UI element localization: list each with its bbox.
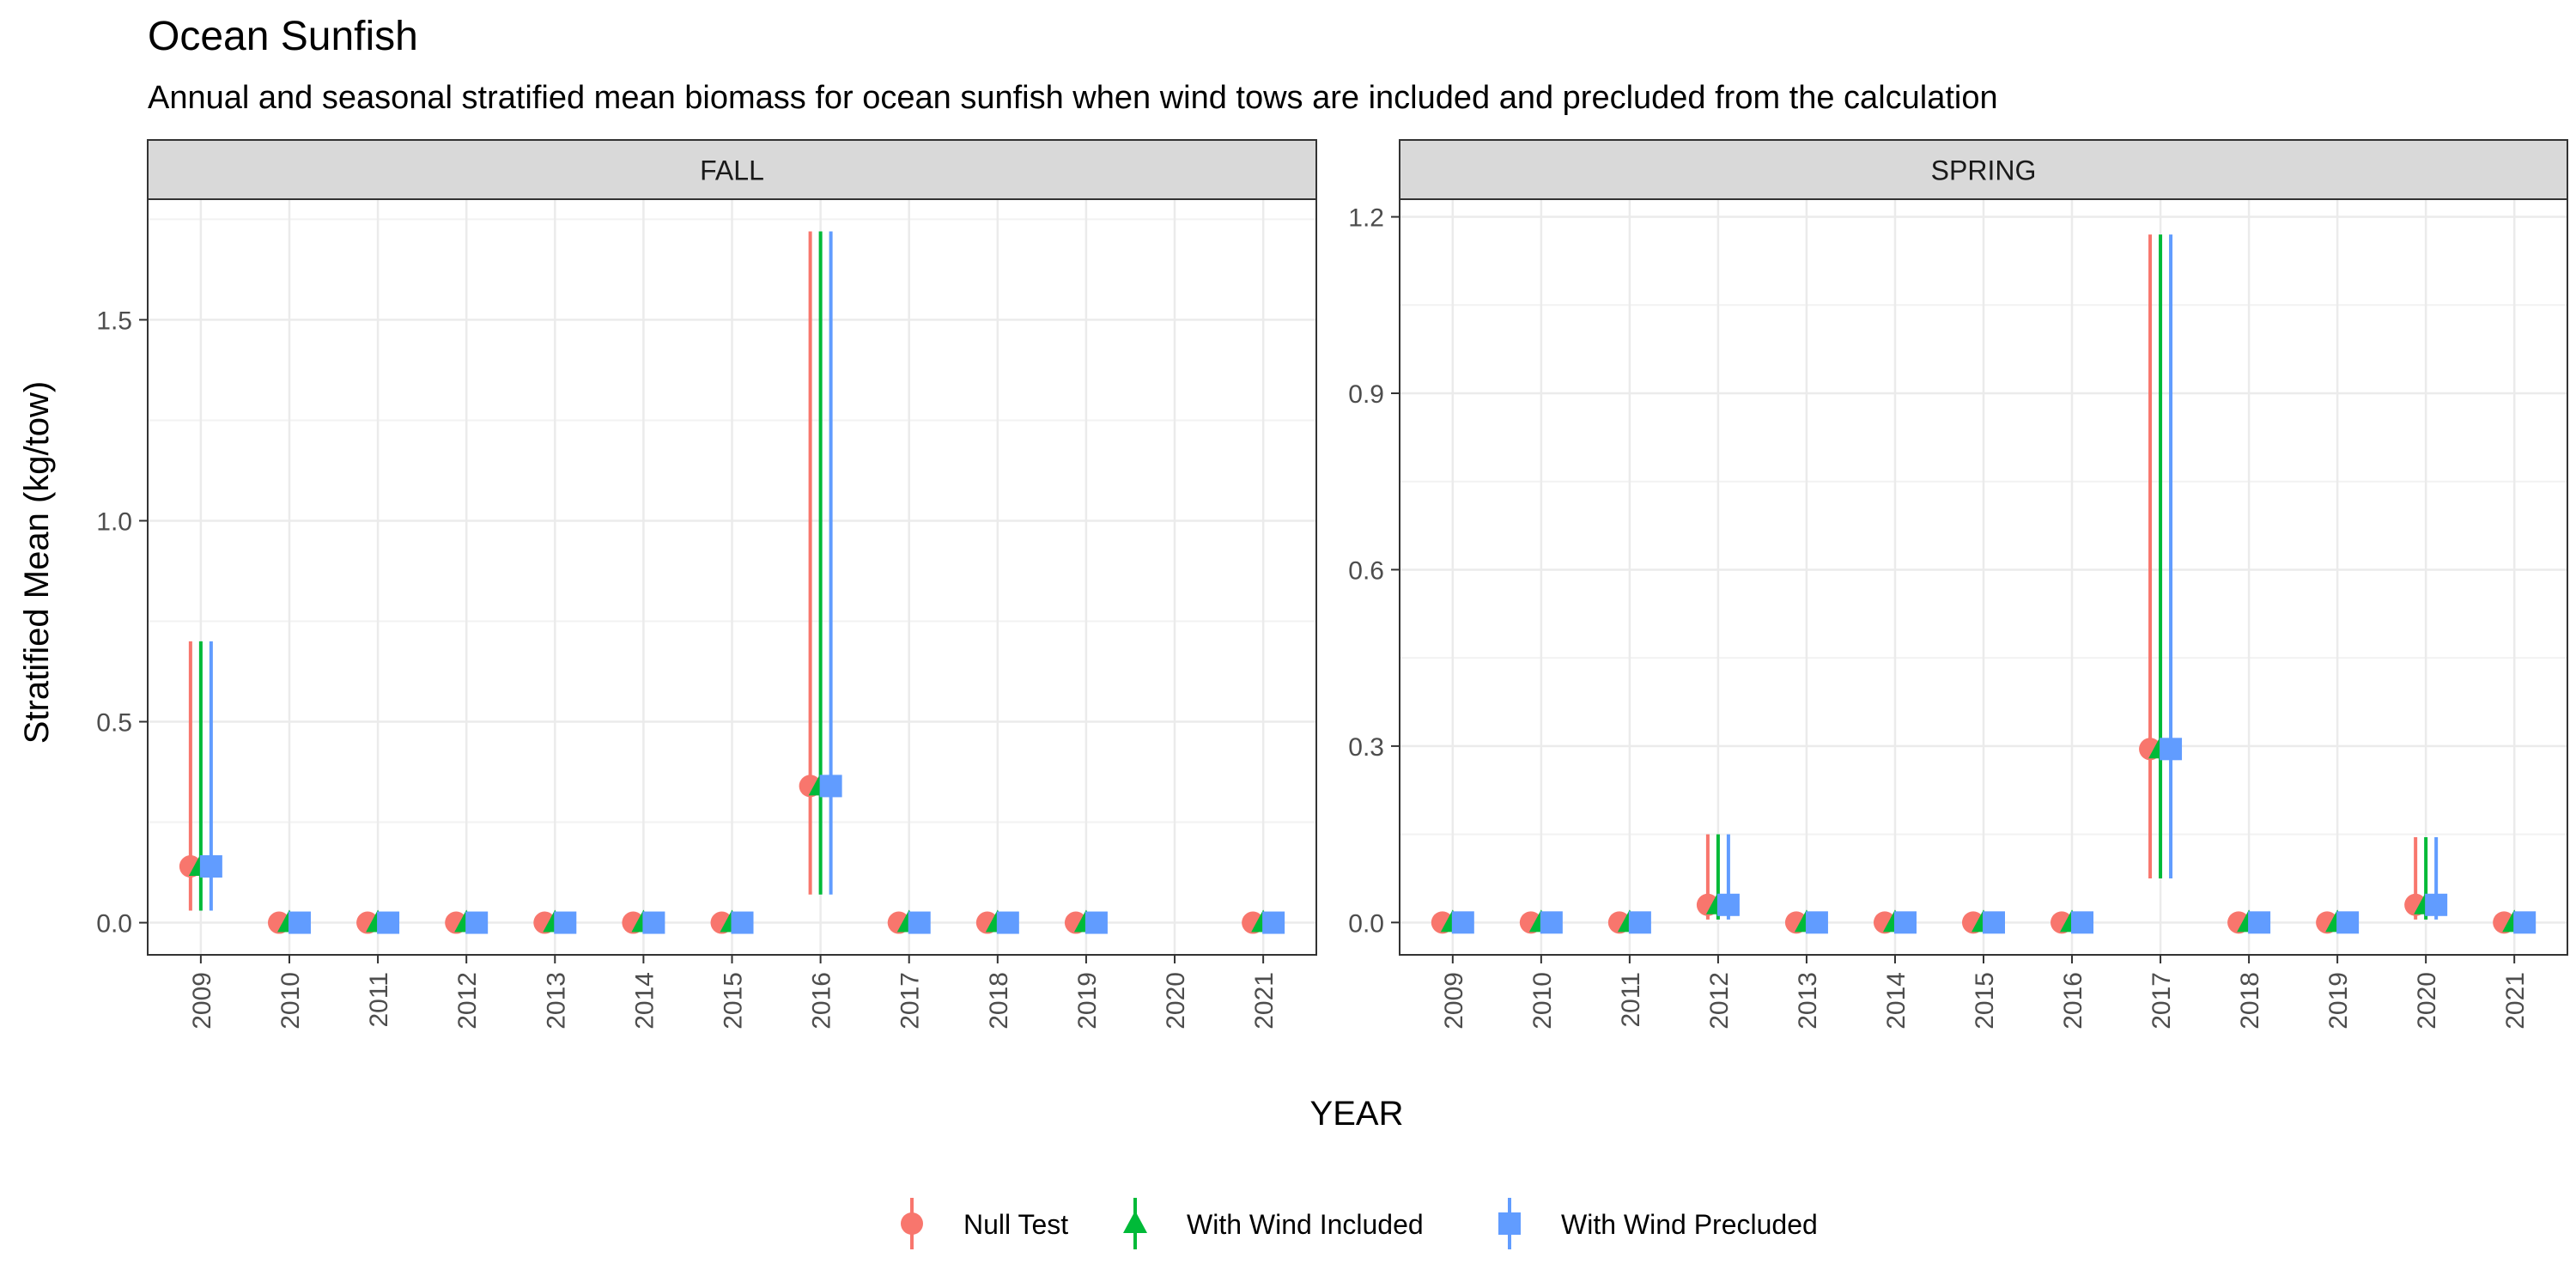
- x-tick-label: 2018: [985, 972, 1013, 1030]
- y-tick-label: 0.0: [96, 910, 132, 939]
- panel-strip-label: FALL: [700, 155, 764, 186]
- data-point: [1983, 911, 2005, 934]
- data-point: [288, 911, 311, 934]
- y-tick-label: 0.0: [1348, 909, 1384, 938]
- x-tick-label: 2013: [1794, 972, 1822, 1030]
- x-tick-label: 2019: [2324, 972, 2353, 1030]
- data-point: [2513, 911, 2537, 934]
- data-point: [1716, 893, 1740, 916]
- y-tick-label: 1.5: [96, 307, 132, 335]
- x-tick-label: 2012: [1705, 972, 1734, 1030]
- data-point: [1893, 911, 1917, 934]
- x-tick-label: 2012: [453, 972, 482, 1030]
- legend-label: Null Test: [963, 1209, 1068, 1240]
- data-point: [1628, 911, 1651, 934]
- data-point: [1084, 911, 1108, 934]
- data-point: [996, 911, 1019, 934]
- x-tick-label: 2017: [2148, 972, 2176, 1030]
- data-point: [819, 775, 842, 798]
- legend-label: With Wind Included: [1187, 1209, 1424, 1240]
- data-point: [2160, 738, 2183, 761]
- panel-border: [147, 198, 1317, 956]
- panel-strip: [147, 139, 1317, 200]
- x-tick-label: 2010: [1528, 972, 1557, 1030]
- chart-subtitle: Annual and seasonal stratified mean biom…: [148, 80, 1998, 116]
- x-tick-label: 2015: [1971, 972, 1999, 1030]
- data-point: [1805, 911, 1828, 934]
- panel-spring: SPRING 0.0 0.3 0.6 0.9 1.2 2009 2010 2011 2012 201…: [1348, 139, 2568, 1030]
- y-tick-label: 0.6: [1348, 556, 1384, 585]
- panel-fall: FALL 0.0 0.5 1.0 1.5 2009 2010 2011 2012 2013 2014…: [96, 139, 1317, 1030]
- data-point: [1451, 911, 1474, 934]
- x-tick-label: 2010: [276, 972, 305, 1030]
- data-point: [1262, 911, 1285, 934]
- data-point: [1540, 911, 1563, 934]
- data-point: [2248, 911, 2271, 934]
- panel-strip-label: SPRING: [1931, 155, 2037, 186]
- x-tick-label: 2011: [1617, 972, 1645, 1028]
- x-tick-label: 2019: [1073, 972, 1102, 1030]
- data-point: [2071, 911, 2094, 934]
- x-tick-label: 2018: [2236, 972, 2264, 1030]
- x-tick-label: 2016: [2059, 972, 2087, 1030]
- panel-border: [1399, 198, 2568, 956]
- legend-key-square-icon: [1498, 1212, 1521, 1235]
- x-tick-label: 2014: [630, 972, 659, 1030]
- chart-title: Ocean Sunfish: [148, 14, 418, 59]
- x-tick-label: 2021: [1250, 972, 1279, 1030]
- x-tick-label: 2020: [1162, 972, 1190, 1030]
- data-point: [908, 911, 931, 934]
- x-tick-label: 2017: [896, 972, 925, 1030]
- y-tick-label: 1.2: [1348, 204, 1384, 233]
- y-tick-label: 0.3: [1348, 733, 1384, 762]
- legend-key-circle-icon: [901, 1212, 923, 1235]
- data-point: [731, 911, 754, 934]
- y-tick-label: 0.5: [96, 709, 132, 738]
- data-point: [554, 911, 577, 934]
- data-point: [2425, 893, 2448, 916]
- x-tick-label: 2020: [2413, 972, 2441, 1030]
- data-point: [465, 911, 489, 934]
- data-point: [2336, 911, 2360, 934]
- x-tick-label: 2009: [188, 972, 216, 1030]
- y-tick-label: 0.9: [1348, 380, 1384, 409]
- x-tick-label: 2011: [365, 972, 393, 1028]
- x-tick-label: 2015: [720, 972, 748, 1030]
- legend-key-triangle-icon: [1123, 1211, 1147, 1233]
- y-tick-label: 1.0: [96, 507, 132, 536]
- x-tick-label: 2016: [808, 972, 836, 1030]
- x-tick-label: 2009: [1440, 972, 1468, 1030]
- x-tick-label: 2013: [542, 972, 570, 1030]
- legend-label: With Wind Precluded: [1561, 1209, 1818, 1240]
- x-axis-label: YEAR: [1310, 1095, 1404, 1133]
- data-point: [377, 911, 400, 934]
- y-axis-label: Stratified Mean (kg/tow): [18, 381, 56, 744]
- panel-strip: [1399, 139, 2568, 200]
- legend: Null Test With Wind Included With Wind Pre…: [901, 1198, 1818, 1249]
- data-point: [642, 911, 665, 934]
- data-point: [199, 855, 222, 878]
- x-tick-label: 2021: [2501, 972, 2530, 1030]
- x-tick-label: 2014: [1882, 972, 1911, 1030]
